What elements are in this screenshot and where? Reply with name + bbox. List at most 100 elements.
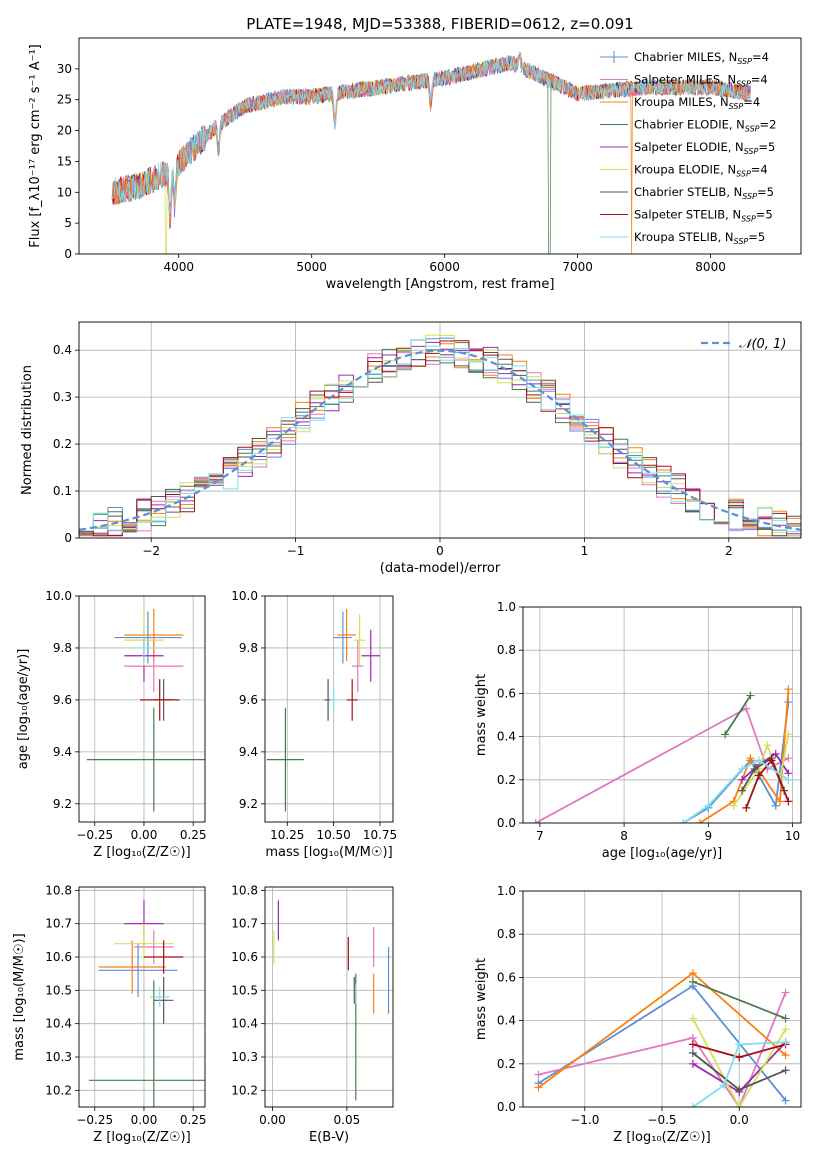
x-tick-label: 6000 bbox=[429, 260, 460, 274]
y-tick-label: 10.6 bbox=[45, 950, 72, 964]
weight-lines bbox=[531, 685, 793, 823]
weight-marker bbox=[742, 803, 751, 812]
y-tick-label: 0.2 bbox=[497, 773, 516, 787]
y-tick-label: 0.0 bbox=[497, 816, 516, 830]
y-tick-label: 10.6 bbox=[231, 950, 258, 964]
legend-label: Salpeter ELODIE, NSSP=5 bbox=[634, 140, 775, 156]
weight-marker bbox=[781, 1025, 790, 1034]
hist-chabrier-elodie bbox=[79, 339, 801, 535]
axes-frame bbox=[522, 890, 802, 1108]
weight-marker bbox=[750, 765, 759, 773]
age-vs-Z-panel: −0.25 0.00 0.25 9.2 9.4 9.6 9.8 10.0 Z [log₁₀(Z/… bbox=[16, 589, 207, 860]
y-tick-label: 0.0 bbox=[497, 1100, 516, 1114]
weight-marker bbox=[688, 977, 697, 986]
spectrum-panel: 4000 5000 6000 7000 8000 0 5 10 15 20 25 30 waveleng… bbox=[28, 37, 802, 292]
errorbars bbox=[273, 900, 390, 1101]
y-tick-label: 0.3 bbox=[53, 390, 72, 404]
y-tick-label: 0 bbox=[64, 531, 72, 545]
x-tick-label: −0.25 bbox=[76, 828, 113, 842]
weight-line bbox=[535, 707, 789, 823]
x-axis-label: age [log₁₀(age/yr)] bbox=[602, 846, 723, 861]
hist-chabrier-miles bbox=[79, 337, 801, 537]
panels: 4000 5000 6000 7000 8000051015202530waveleng… bbox=[12, 37, 802, 1145]
weight-marker bbox=[754, 771, 763, 780]
mass-vs-Z-panel: −0.25 0.00 0.25 10.2 10.3 10.4 10.5 10.6 10.7 10.… bbox=[12, 883, 207, 1145]
weight-marker bbox=[784, 797, 793, 806]
x-axis-label: wavelength [Angstrom, rest frame] bbox=[326, 277, 555, 292]
y-tick-label: 0.4 bbox=[497, 1014, 516, 1028]
residual-hist-panel: −2 −1 0 1 2 0 0.1 0.2 0.3 0.4 (data-model)/error No… bbox=[20, 321, 802, 576]
weight-marker bbox=[688, 1059, 697, 1068]
errorbars bbox=[86, 608, 205, 812]
y-tick-label: 10.5 bbox=[45, 983, 72, 997]
y-tick-label: 30 bbox=[57, 62, 72, 76]
weight-marker bbox=[771, 801, 780, 810]
y-tick-label: 0.1 bbox=[53, 484, 72, 498]
y-tick-label: 9.2 bbox=[239, 797, 258, 811]
x-tick-label: 0.25 bbox=[180, 1113, 207, 1127]
weight-marker bbox=[688, 1049, 697, 1057]
normal-curve bbox=[78, 349, 802, 531]
spectrum-legend: Chabrier MILES, NSSP=4 Salpeter MILES, NS… bbox=[600, 50, 776, 246]
y-tick-label: 10.7 bbox=[231, 917, 258, 931]
x-tick-label: 0.25 bbox=[180, 828, 207, 842]
weight-marker bbox=[754, 756, 763, 765]
x-axis-label: Z [log₁₀(Z/Z☉)] bbox=[93, 845, 190, 860]
x-tick-label: 9 bbox=[705, 829, 713, 843]
y-tick-label: 1.0 bbox=[497, 600, 516, 614]
weight-marker bbox=[738, 786, 747, 795]
y-axis-label: age [log₁₀(age/yr)] bbox=[16, 649, 31, 770]
weight-marker bbox=[781, 1038, 790, 1047]
y-tick-label: 10.8 bbox=[45, 883, 72, 897]
weight-marker bbox=[688, 1014, 697, 1023]
y-tick-label: 0.6 bbox=[497, 686, 516, 700]
figure-title: PLATE=1948, MJD=53388, FIBERID=0612, z=0… bbox=[246, 15, 633, 33]
y-tick-label: 0.8 bbox=[497, 927, 516, 941]
y-tick-label: 10.8 bbox=[231, 883, 258, 897]
weight-marker bbox=[742, 704, 751, 713]
x-tick-label: 0.00 bbox=[131, 828, 158, 842]
weight-marker bbox=[781, 1096, 790, 1105]
weight-marker bbox=[781, 988, 790, 997]
y-tick-label: 0.6 bbox=[497, 970, 516, 984]
legend-label: Chabrier MILES, NSSP=4 bbox=[634, 50, 769, 66]
legend-label: 𝒩(0, 1) bbox=[739, 337, 786, 352]
y-axis-label: mass weight bbox=[474, 958, 489, 1040]
mass-vs-ebv-panel: 0.00 0.05 10.2 10.3 10.4 10.5 10.6 10.7 10.8 E(B-… bbox=[231, 883, 394, 1145]
spectrum-lines bbox=[111, 51, 751, 254]
legend-label: Kroupa MILES, NSSP=4 bbox=[634, 95, 760, 111]
x-tick-label: 7 bbox=[536, 829, 544, 843]
weight-marker bbox=[763, 741, 772, 750]
axes-frame bbox=[78, 886, 206, 1108]
weight-marker bbox=[746, 754, 755, 763]
x-axis-label: mass [log₁₀(M/M☉)] bbox=[265, 845, 392, 860]
x-tick-label: −0.25 bbox=[76, 1113, 113, 1127]
x-tick-label: 10 bbox=[785, 829, 800, 843]
legend-label: Kroupa ELODIE, NSSP=4 bbox=[634, 163, 768, 179]
y-tick-label: 10.0 bbox=[231, 589, 258, 603]
axes-frame bbox=[78, 37, 802, 255]
y-tick-label: 10 bbox=[57, 185, 72, 199]
weight-marker bbox=[719, 1081, 728, 1090]
x-tick-label: 10.25 bbox=[270, 828, 304, 842]
y-tick-label: 0 bbox=[64, 247, 72, 261]
y-axis-label: mass [log₁₀(M/M☉)] bbox=[12, 933, 27, 1060]
x-tick-label: 5000 bbox=[296, 260, 327, 274]
y-tick-label: 5 bbox=[64, 216, 72, 230]
axes-frame bbox=[264, 595, 394, 823]
axes-frame bbox=[78, 321, 802, 539]
y-tick-label: 9.4 bbox=[53, 745, 72, 759]
y-tick-label: 9.8 bbox=[53, 641, 72, 655]
y-tick-label: 20 bbox=[57, 124, 72, 138]
y-tick-label: 0.2 bbox=[53, 437, 72, 451]
x-tick-label: −0.5 bbox=[647, 1113, 676, 1127]
y-tick-label: 10.2 bbox=[45, 1083, 72, 1097]
x-tick-label: −1 bbox=[287, 544, 305, 558]
y-tick-label: 0.4 bbox=[53, 343, 72, 357]
x-tick-label: 1 bbox=[581, 544, 589, 558]
y-tick-label: 0.8 bbox=[497, 643, 516, 657]
y-tick-label: 10.2 bbox=[231, 1083, 258, 1097]
axes-frame bbox=[78, 595, 206, 823]
y-tick-label: 10.3 bbox=[45, 1050, 72, 1064]
x-tick-label: −1.0 bbox=[570, 1113, 599, 1127]
